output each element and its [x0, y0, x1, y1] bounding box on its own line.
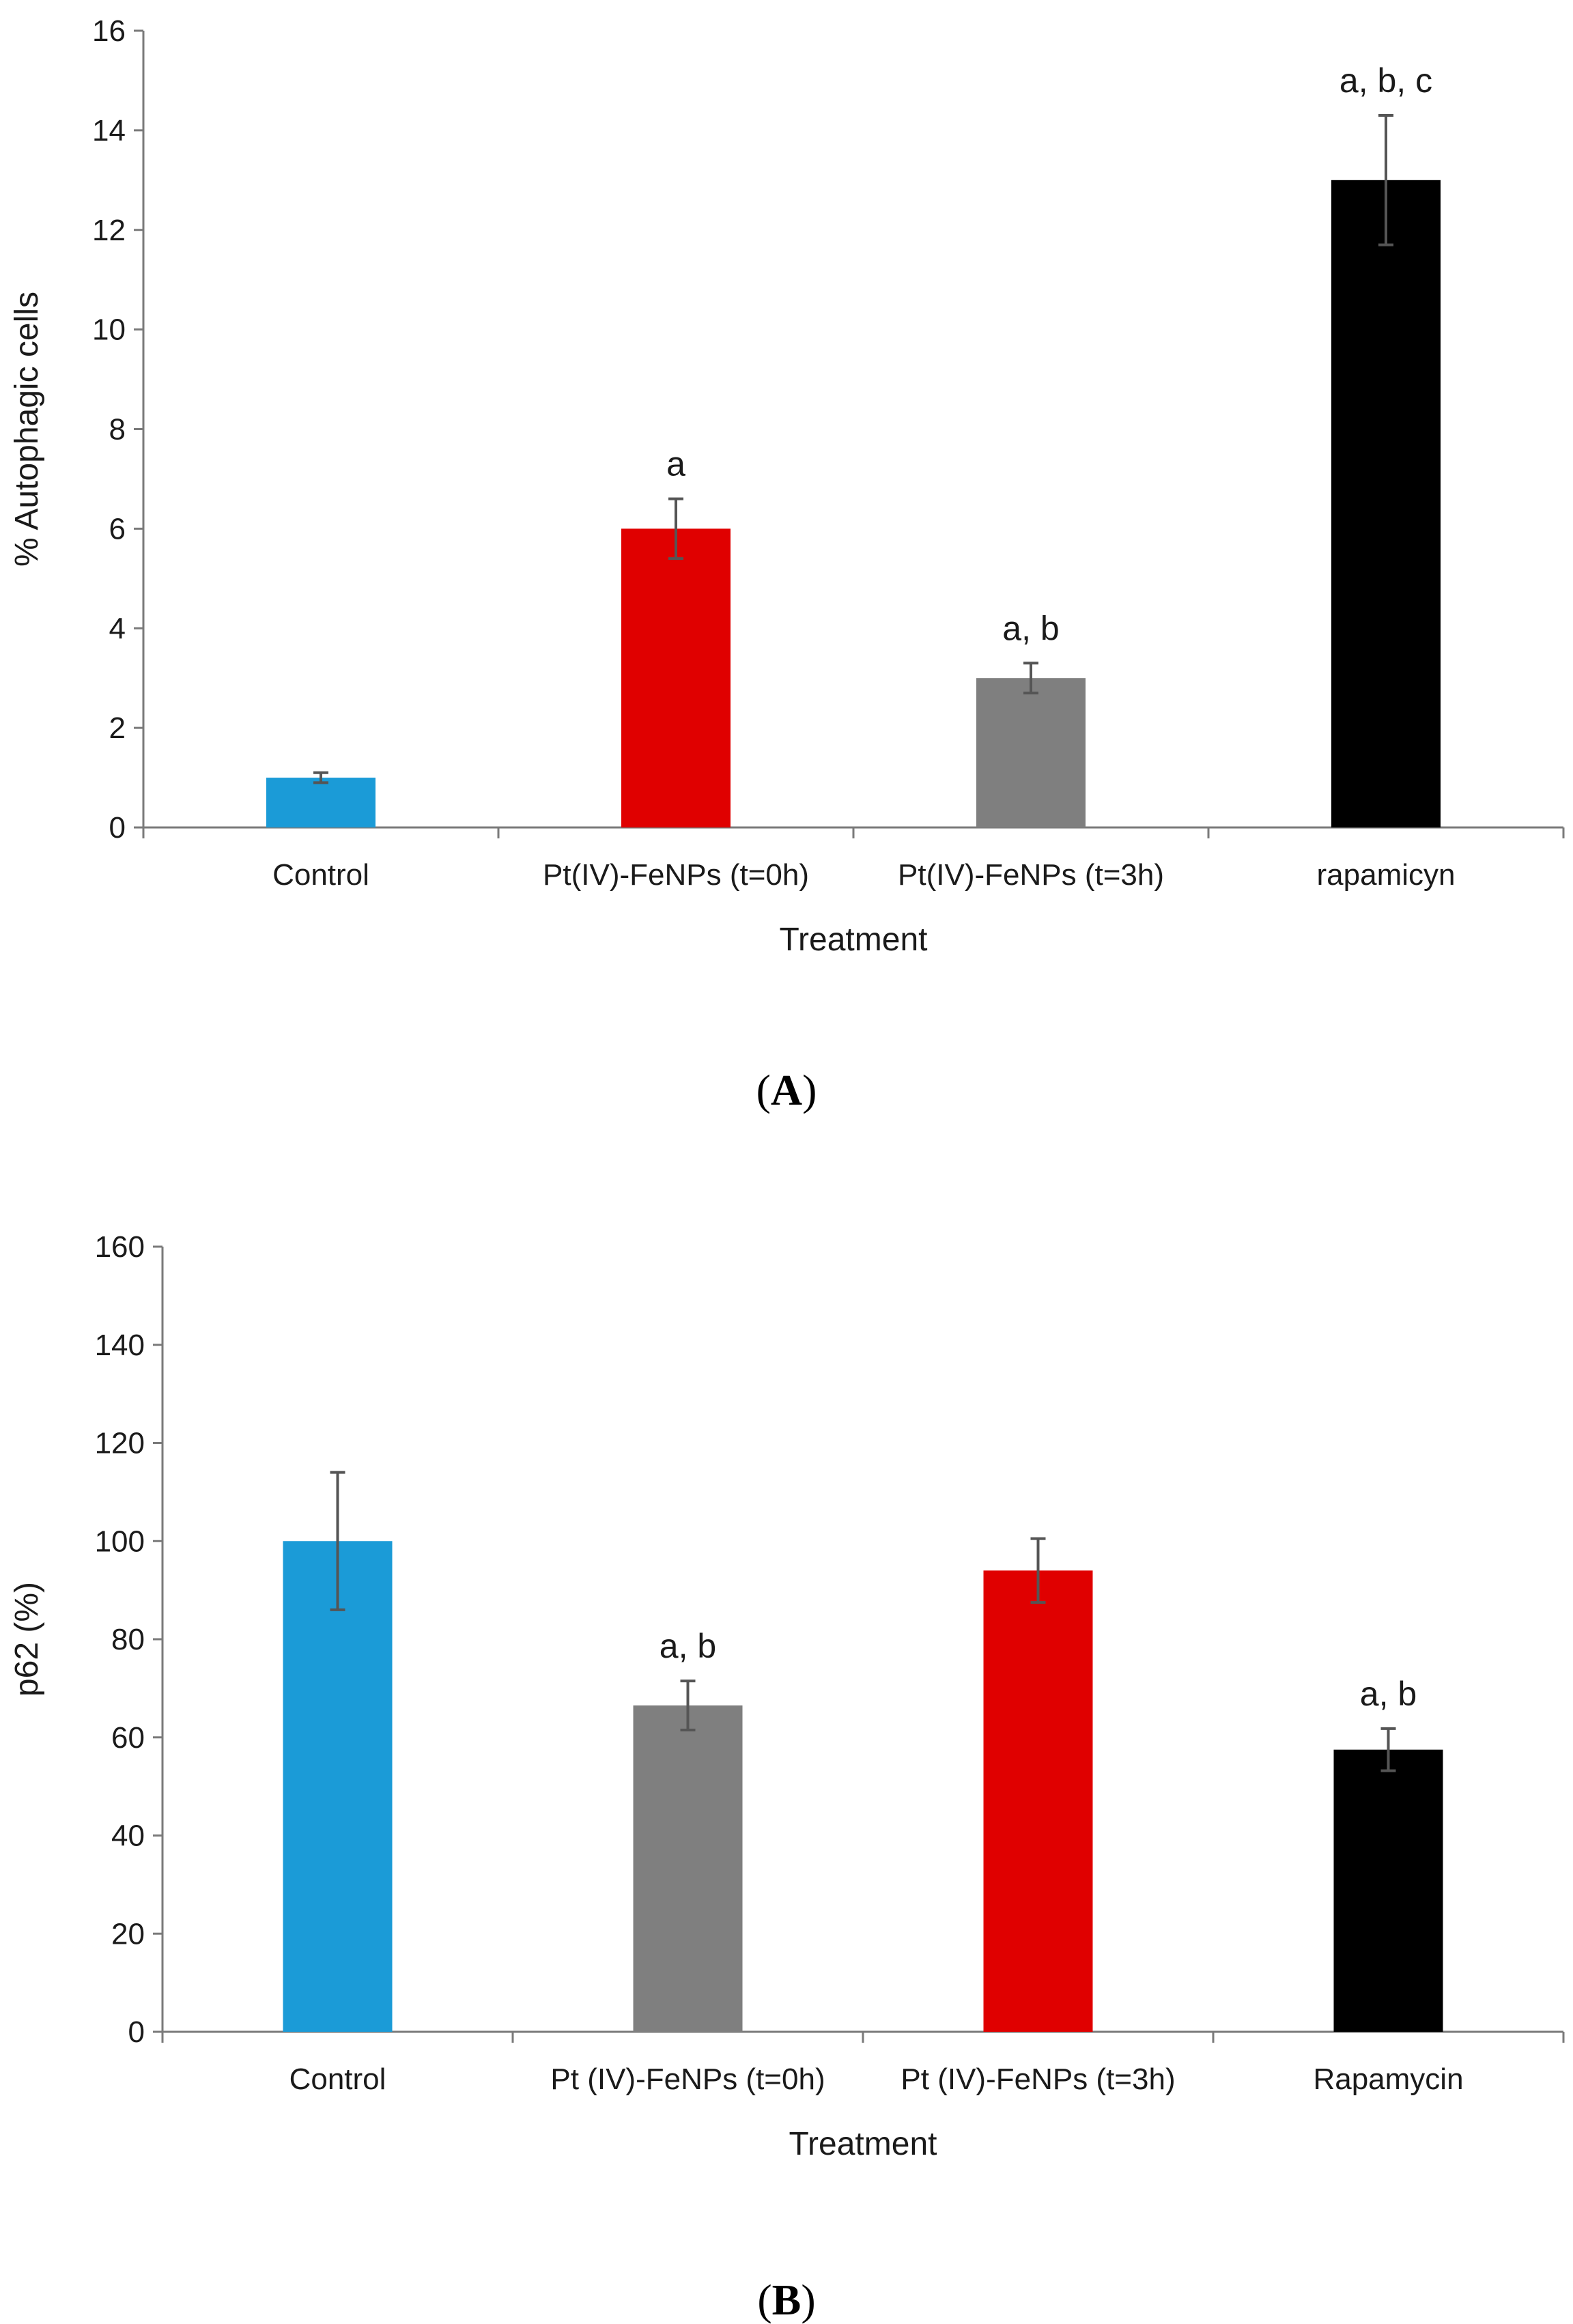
y-tick-label: 60: [111, 1721, 145, 1755]
y-tick-label: 4: [109, 612, 126, 645]
x-axis-title: Treatment: [789, 2126, 937, 2162]
y-tick-label: 0: [128, 2015, 145, 2049]
panel-label: (B): [757, 2276, 815, 2324]
bar-2: [633, 1705, 743, 2032]
y-tick-label: 100: [95, 1525, 145, 1558]
x-tick-label: Control: [289, 2063, 386, 2096]
panel-letter: A: [771, 1066, 802, 1114]
y-tick-label: 20: [111, 1917, 145, 1951]
chart-panel-b: 0 20 40 60 80 100 120 140 160 Control a, b Pt (IV)-…: [9, 1230, 1565, 2324]
bar-2: [621, 528, 731, 827]
x-tick-label: Pt(IV)-FeNPs (t=0h): [543, 858, 809, 892]
significance-label: a, b, c: [1340, 61, 1432, 100]
y-tick-label: 140: [95, 1329, 145, 1362]
bar-3: [983, 1570, 1093, 2032]
significance-label: a, b: [1360, 1675, 1417, 1713]
x-tick-label: Pt(IV)-FeNPs (t=3h): [898, 858, 1164, 892]
bar-3: [976, 678, 1086, 827]
bar-1: [266, 778, 375, 827]
x-tick-label: Pt (IV)-FeNPs (t=0h): [550, 2063, 825, 2096]
y-axis-title: % Autophagic cells: [9, 292, 45, 567]
bar-4: [1331, 180, 1441, 827]
x-tick-label: Rapamycin: [1313, 2063, 1463, 2096]
x-axis-title: Treatment: [780, 922, 928, 958]
panel-letter: B: [772, 2276, 802, 2324]
bar-1: [283, 1541, 393, 2032]
x-tick-label: Pt (IV)-FeNPs (t=3h): [901, 2063, 1175, 2096]
significance-label: a: [666, 445, 685, 483]
x-tick-label: Control: [272, 858, 369, 892]
y-tick-label: 14: [92, 114, 126, 147]
significance-label: a, b: [1002, 609, 1059, 647]
y-tick-label: 40: [111, 1819, 145, 1853]
y-tick-label: 2: [109, 711, 126, 745]
y-tick-label: 160: [95, 1230, 145, 1264]
y-tick-label: 10: [92, 313, 126, 347]
y-tick-label: 6: [109, 512, 126, 545]
x-tick-label: rapamicyn: [1317, 858, 1456, 892]
significance-label: a, b: [660, 1627, 716, 1665]
chart-panel-a: 0 2 4 6 8 10 12 14 16 Control a Pt(IV)-FeNPs (t=0h)…: [9, 14, 1565, 1114]
panel-label: (A): [756, 1066, 817, 1114]
y-tick-label: 80: [111, 1623, 145, 1656]
y-tick-label: 8: [109, 413, 126, 447]
y-tick-label: 16: [92, 14, 126, 48]
y-axis-title: p62 (%): [9, 1582, 45, 1697]
y-tick-label: 0: [109, 811, 126, 845]
y-tick-label: 12: [92, 214, 126, 247]
bar-4: [1333, 1749, 1443, 2032]
y-tick-label: 120: [95, 1427, 145, 1460]
